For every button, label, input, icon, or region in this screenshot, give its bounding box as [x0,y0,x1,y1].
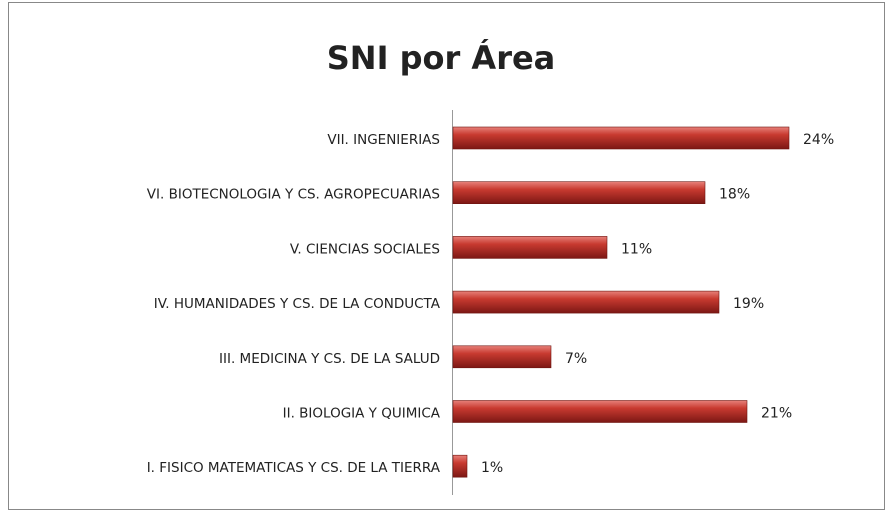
value-label: 7% [565,351,587,367]
value-label: 1% [481,460,503,476]
bar [452,290,720,314]
category-label: II. BIOLOGIA Y QUIMICA [283,406,441,422]
bar [452,126,790,150]
bar [452,454,468,478]
value-label: 18% [719,187,750,203]
category-label: IV. HUMANIDADES Y CS. DE LA CONDUCTA [154,296,441,312]
category-label: VI. BIOTECNOLOGIA Y CS. AGROPECUARIAS [147,187,440,203]
chart-title: SNI por Área [327,39,556,77]
category-label: VII. INGENIERIAS [327,132,440,148]
value-label: 11% [621,241,652,257]
bar [452,181,706,204]
category-label: V. CIENCIAS SOCIALES [290,241,440,257]
category-label: III. MEDICINA Y CS. DE LA SALUD [219,351,440,367]
value-label: 19% [733,296,764,312]
bar [452,236,608,259]
value-label: 24% [803,132,834,148]
bar [452,400,748,423]
category-label: I. FISICO MATEMATICAS Y CS. DE LA TIERRA [147,460,441,476]
chart-frame [8,2,885,510]
bar [452,345,552,369]
value-label: 21% [761,406,792,422]
